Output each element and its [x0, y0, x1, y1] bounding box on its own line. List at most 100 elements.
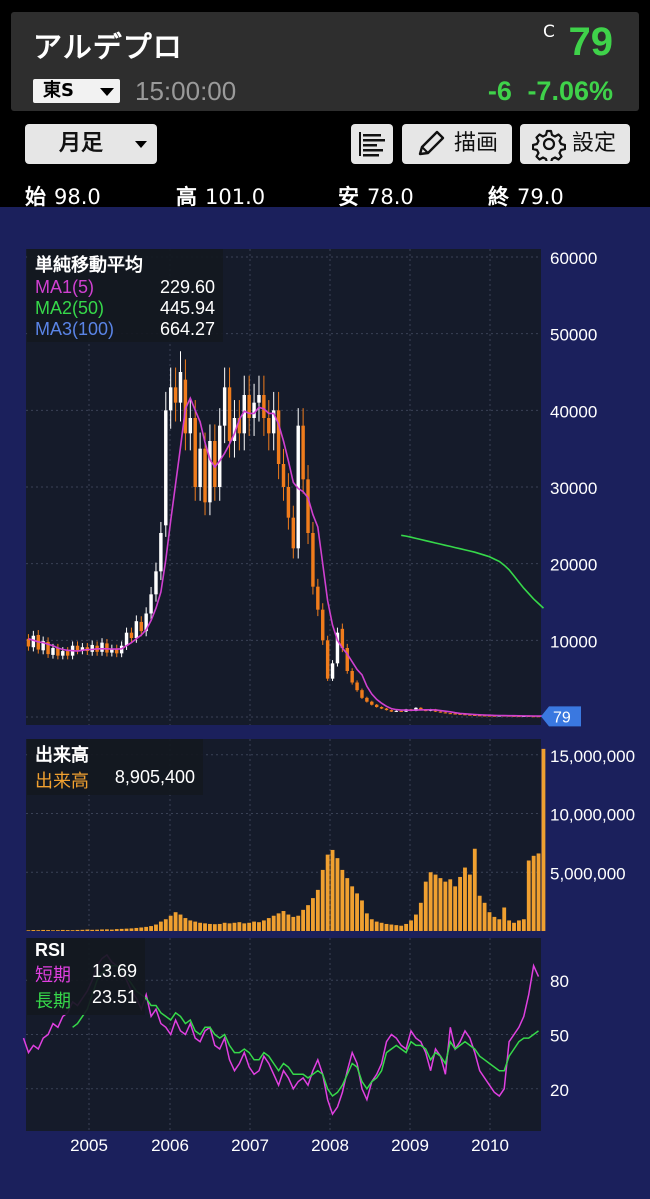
volume-bar — [453, 886, 458, 931]
candle — [178, 372, 183, 403]
candle — [473, 715, 477, 717]
volume-bar — [227, 923, 232, 931]
volume-bar — [330, 849, 335, 931]
volume-bar — [502, 907, 507, 931]
candle — [257, 395, 261, 403]
volume-bar — [394, 925, 399, 931]
rsi-line — [72, 964, 539, 1098]
volume-bar — [320, 869, 325, 931]
year-tick-label: 2008 — [311, 1136, 349, 1155]
candle — [311, 533, 315, 587]
market-label: 東S — [43, 80, 74, 101]
volume-bar — [80, 929, 85, 931]
low-value: 安 78.0 — [338, 185, 414, 209]
ma-line — [28, 396, 549, 717]
candle — [41, 641, 45, 651]
volume-bar — [51, 930, 55, 931]
candle — [384, 708, 389, 711]
volume-bar — [154, 924, 158, 931]
candle — [321, 609, 325, 641]
volume-bar — [222, 922, 227, 931]
year-tick-label: 2005 — [70, 1136, 108, 1155]
candle — [340, 628, 345, 648]
volume-legend-title: 出来高 — [35, 745, 89, 765]
price-tick-label: 40000 — [550, 402, 597, 421]
volume-bar — [492, 916, 497, 931]
open-value: 始 98.0 — [25, 185, 101, 209]
volume-bar — [355, 893, 359, 931]
candle — [222, 387, 227, 426]
indicator-list-button[interactable] — [351, 124, 393, 164]
rsi-long-legend-row: 長期 23.51 — [35, 987, 137, 1011]
rsi-tick-label: 80 — [550, 972, 569, 991]
volume-bar — [291, 916, 296, 931]
candle — [232, 418, 237, 441]
settings-button[interactable]: 設定 — [520, 124, 630, 164]
candle — [477, 715, 482, 717]
volume-bar — [409, 920, 413, 931]
volume-bar — [90, 929, 95, 931]
candle — [355, 682, 359, 691]
volume-bar — [414, 914, 418, 931]
close-value: 終 79.0 — [488, 185, 564, 209]
change-value: -6 — [487, 76, 512, 106]
draw-button[interactable]: 描画 — [402, 124, 512, 164]
volume-bar — [512, 922, 516, 931]
candle — [389, 710, 394, 712]
price-label: C — [543, 22, 555, 42]
ma-line — [401, 534, 545, 609]
volume-bar — [306, 905, 310, 931]
volume-bar — [497, 919, 502, 931]
period-select[interactable]: 月足 — [25, 124, 157, 164]
volume-bar — [26, 930, 31, 931]
volume-bar — [208, 923, 212, 931]
candle — [203, 448, 207, 503]
volume-bar — [517, 920, 521, 931]
volume-bar — [374, 921, 379, 931]
candle — [90, 644, 94, 652]
year-tick-label: 2010 — [471, 1136, 509, 1155]
volume-bar — [315, 889, 320, 931]
chart-area[interactable]: 60000500004000030000200001000007915,000,… — [0, 207, 650, 1199]
quote-time: 15:00:00 — [135, 76, 237, 106]
volume-bar — [55, 930, 60, 931]
candle — [115, 648, 119, 654]
volume-legend: 出来高 出来高 8,905,400 — [27, 739, 203, 795]
candle — [227, 387, 232, 441]
candle — [267, 418, 271, 434]
volume-bar — [129, 928, 134, 931]
year-tick-label: 2009 — [391, 1136, 429, 1155]
volume-bar — [482, 902, 487, 931]
volume-bar — [487, 912, 492, 931]
candle — [325, 640, 330, 679]
candle — [448, 713, 452, 715]
volume-bar — [212, 924, 217, 931]
pencil-icon — [418, 130, 445, 156]
volume-bar — [389, 924, 394, 931]
candle — [360, 690, 364, 698]
volume-bar — [325, 854, 330, 931]
market-select[interactable]: 東S — [33, 79, 120, 103]
volume-tick-label: 10,000,000 — [550, 806, 635, 825]
volume-bar — [360, 900, 364, 931]
volume-bar — [178, 914, 183, 931]
price-tick-label: 10000 — [550, 632, 597, 651]
volume-bar — [109, 929, 114, 931]
volume-bar — [536, 853, 541, 931]
volume-bar — [276, 913, 281, 931]
candle — [124, 632, 129, 646]
chart-svg[interactable]: 60000500004000030000200001000007915,000,… — [0, 207, 650, 1199]
volume-bar — [433, 874, 438, 931]
high-value: 高 101.0 — [176, 185, 266, 209]
volume-bar — [139, 927, 144, 931]
volume-bar — [85, 929, 90, 931]
volume-bar — [46, 930, 50, 931]
candle — [237, 418, 242, 434]
candle — [419, 707, 423, 711]
candle — [281, 464, 286, 487]
candle — [301, 425, 305, 480]
candle — [271, 410, 276, 434]
price-tick-label: 60000 — [550, 249, 597, 268]
volume-bar — [340, 869, 345, 931]
candle — [213, 441, 217, 487]
